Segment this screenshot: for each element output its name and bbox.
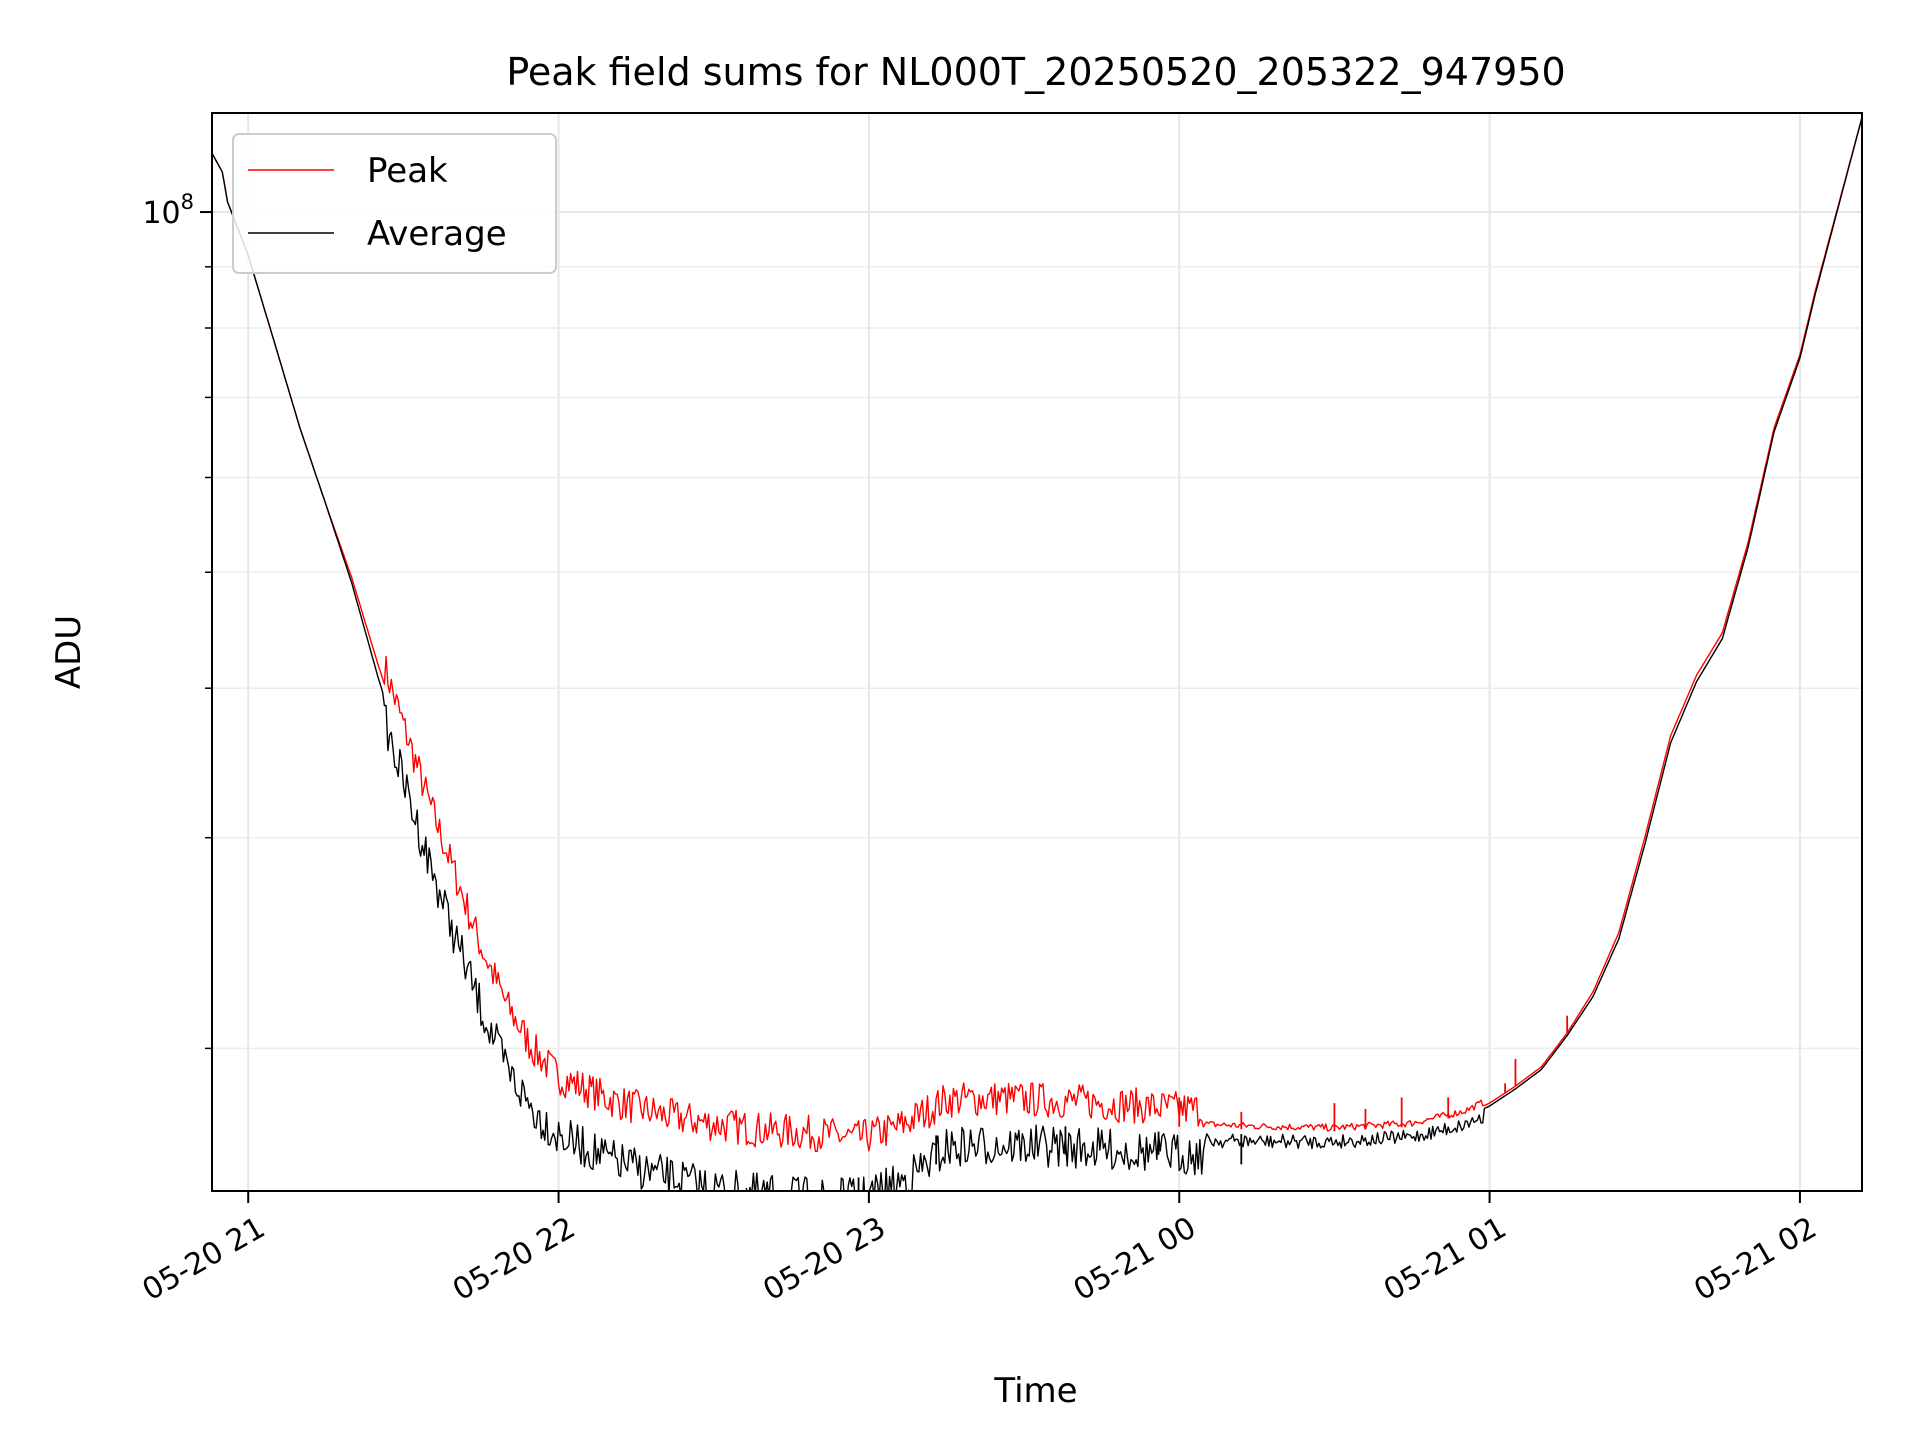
series-lines — [212, 117, 1862, 1191]
y-tick-label-exponent: 8 — [181, 190, 194, 214]
series-line-peak — [212, 117, 1862, 1152]
y-tick-label-base: 10 — [142, 196, 180, 231]
legend: Peak Average — [232, 133, 557, 274]
legend-label-average: Average — [367, 214, 507, 254]
legend-label-peak: Peak — [367, 151, 448, 191]
chart-title: Peak field sums for NL000T_20250520_2053… — [506, 50, 1565, 94]
series-line-average — [212, 117, 1862, 1191]
x-axis-label: Time — [993, 1371, 1077, 1411]
y-tick-label: 108 — [142, 190, 194, 231]
grid-lines — [212, 113, 1862, 1191]
legend-box — [232, 133, 557, 274]
y-axis-label: ADU — [49, 615, 89, 689]
plot-frame — [211, 112, 1863, 1192]
